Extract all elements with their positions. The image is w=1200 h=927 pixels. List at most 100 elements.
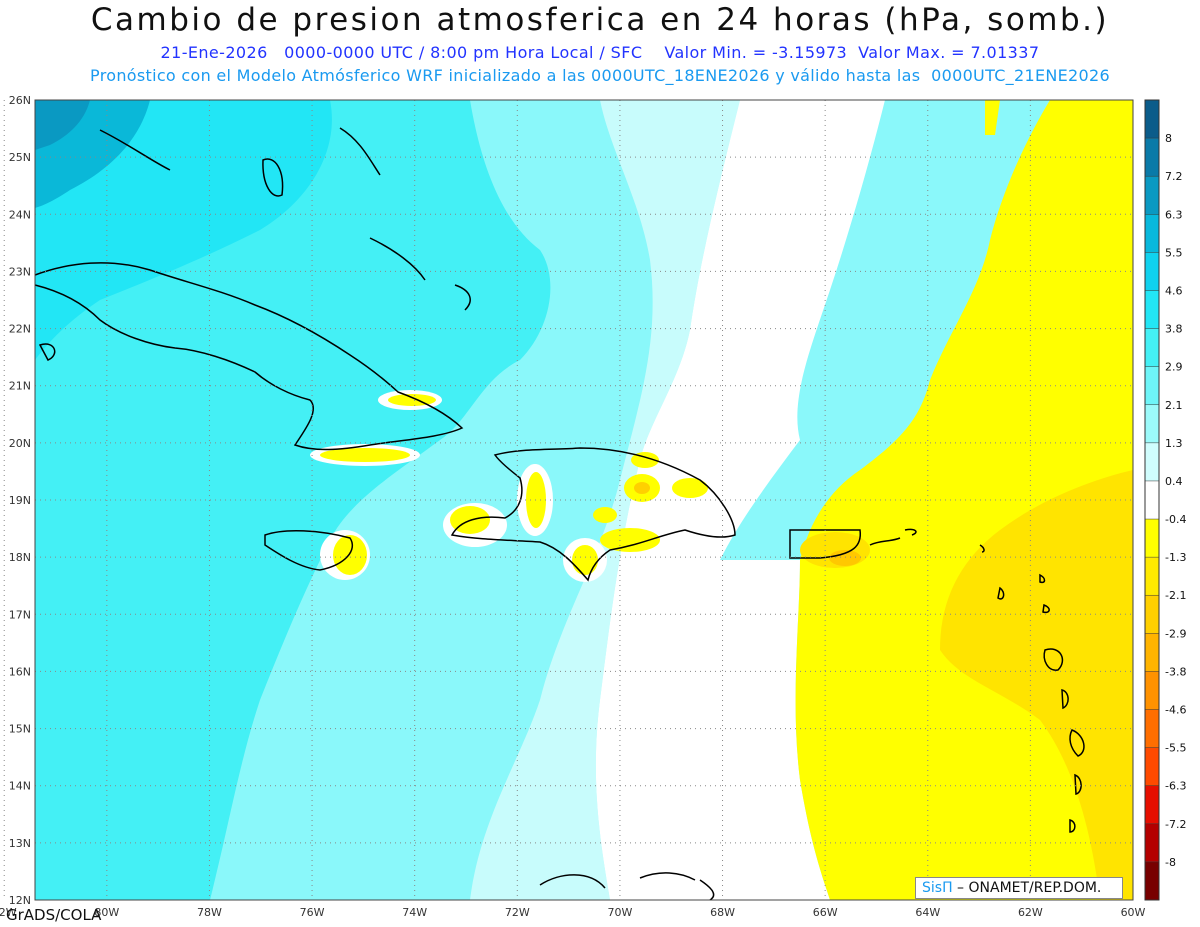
coast-jamaica [264,529,353,571]
coast-lesser-antilles-stlucia [1074,773,1082,795]
lon-tick-70W: 70W [607,906,632,919]
colorbar-label: -2.1 [1165,589,1186,602]
colorbar: 8 7.2 6.3 5.5 4.6 3.8 2.9 2.1 1.3 0.4 -0.4 -1.3 -2.1… [1144,99,1186,901]
coast-isla-juventud [38,343,56,361]
lon-tick-68W: 68W [710,906,735,919]
lon-tick-80W: 80W [94,906,119,919]
colorbar-swatch [1145,442,1159,481]
lat-tick-16N: 16N [9,665,31,678]
colorbar-label: 1.3 [1165,437,1183,450]
coast-bahamas-eleuthera [339,127,381,176]
lat-tick-18N: 18N [9,551,31,564]
lat-tick-17N: 17N [9,608,31,621]
lon-tick-62W: 62W [1018,906,1043,919]
coast-lesser-antilles-dominica [1061,689,1069,710]
colorbar-label: 7.2 [1165,170,1183,183]
lon-tick-74W: 74W [402,906,427,919]
field-pale-cyan [470,100,740,900]
colorbar-frame [1144,99,1160,901]
colorbar-label: 6.3 [1165,208,1183,221]
plot-frame [34,99,1134,901]
coast-cuba [34,262,464,451]
colorbar-swatch [1145,404,1159,443]
lat-tick-23N: 23N [9,265,31,278]
latitude-tick-labels: 26N 25N 24N 23N 22N 21N 20N 19N 18N 17N 16N 15N 14N 1… [9,94,31,907]
coast-bahamas-inagua [454,284,471,311]
colorbar-label: -7.2 [1165,818,1186,831]
lat-tick-22N: 22N [9,323,31,336]
field-yellow-northeast-patch [985,100,1000,135]
coastlines [34,127,1085,901]
coast-southamerica-north [539,872,715,901]
lat-tick-21N: 21N [9,380,31,393]
colorbar-swatch [1145,861,1159,900]
chart-title: Cambio de presion atmosferica en 24 hora… [90,2,1110,38]
colorbar-swatch [1145,557,1159,596]
field-cyan-northwest [35,100,332,360]
coast-hispaniola [450,447,736,582]
credit-text: – ONAMET/REP.DOM. [952,880,1102,896]
colorbar-swatch [1145,785,1159,824]
colorbar-swatch [1145,595,1159,634]
colorbar-swatch [1145,823,1159,862]
colorbar-swatch [1145,480,1159,520]
coast-lesser-antilles-guadeloupe [1043,648,1064,671]
coast-lesser-antilles-martinique [1069,729,1085,757]
island-pressure-lows [310,390,870,582]
lat-tick-14N: 14N [9,780,31,793]
colorbar-label: 2.9 [1165,361,1183,374]
coast-lesser-antilles-stvincent [1069,819,1076,833]
lat-tick-19N: 19N [9,494,31,507]
colorbar-label: -3.8 [1165,665,1186,678]
pressure-field [35,100,1133,900]
colorbar-label: -6.3 [1165,780,1186,793]
colorbar-label: 5.5 [1165,246,1183,259]
colorbar-swatch [1145,214,1159,253]
colorbar-label: -5.5 [1165,742,1186,755]
field-deep-corner-core [35,100,90,150]
colorbar-swatch [1145,176,1159,215]
colorbar-swatch [1145,747,1159,786]
lon-tick-82W: 82W [0,906,17,919]
longitude-tick-labels: 82W 80W 78W 76W 74W 72W 70W 68W 66W 64W 62W 60W [0,906,1146,919]
coast-florida-keys [99,129,171,171]
lat-tick-26N: 26N [9,94,31,107]
colorbar-label: 0.4 [1165,475,1183,488]
lon-tick-72W: 72W [505,906,530,919]
lon-tick-78W: 78W [197,906,222,919]
colorbar-label: -0.4 [1165,513,1186,526]
coast-puerto-rico [789,529,862,559]
lat-tick-24N: 24N [9,208,31,221]
subtitle-model-info: Pronóstico con el Modelo Atmósferico WRF… [90,66,1110,85]
colorbar-swatch [1145,633,1159,672]
lat-tick-20N: 20N [9,437,31,450]
colorbar-swatch [1145,252,1159,291]
colorbar-swatch [1145,290,1159,329]
coast-virgin-islands [869,528,917,546]
colorbar-label: 4.6 [1165,284,1183,297]
colorbar-label: -8 [1165,856,1176,869]
lon-tick-60W: 60W [1121,906,1146,919]
lat-tick-12N: 12N [9,894,31,907]
colorbar-label: -2.9 [1165,627,1186,640]
colorbar-label: -4.6 [1165,704,1186,717]
coast-bahamas-exuma [369,237,426,281]
colorbar-label: 3.8 [1165,323,1183,336]
lat-tick-25N: 25N [9,151,31,164]
colorbar-swatch [1145,328,1159,367]
subtitle-valid-time: 21-Ene-2026 0000-0000 UTC / 8:00 pm Hora… [160,43,1040,62]
lon-tick-66W: 66W [813,906,838,919]
colorbar-swatch [1145,519,1159,558]
colorbar-swatch [1145,671,1159,710]
sispi-credit-box: SisΠ – ONAMET/REP.DOM. [915,877,1123,899]
colorbar-label: 8 [1165,132,1172,145]
colorbar-swatch [1145,138,1159,177]
field-darker-yellow-southeast [940,470,1133,900]
coast-bahamas-andros [262,158,284,197]
lat-tick-13N: 13N [9,837,31,850]
field-cyan-west [35,100,551,900]
colorbar-label: 2.1 [1165,399,1183,412]
colorbar-swatch [1145,100,1159,139]
lat-tick-15N: 15N [9,723,31,736]
